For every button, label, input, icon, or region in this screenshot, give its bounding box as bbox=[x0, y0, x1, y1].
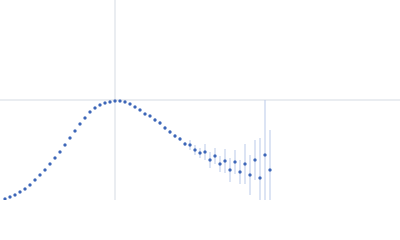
data-point bbox=[243, 162, 247, 166]
data-point bbox=[253, 158, 257, 162]
data-point bbox=[203, 150, 207, 154]
data-point bbox=[198, 151, 202, 155]
data-point bbox=[133, 105, 137, 109]
data-point bbox=[148, 114, 152, 118]
data-point bbox=[263, 153, 267, 157]
data-point bbox=[113, 99, 117, 103]
data-point bbox=[38, 173, 42, 177]
data-point bbox=[43, 168, 47, 172]
data-point bbox=[73, 129, 77, 133]
data-point bbox=[98, 103, 102, 107]
data-point bbox=[208, 158, 212, 162]
data-point bbox=[233, 160, 237, 164]
data-point bbox=[28, 183, 32, 187]
data-point bbox=[58, 150, 62, 154]
data-point bbox=[18, 190, 22, 194]
data-point bbox=[143, 112, 147, 116]
data-point bbox=[83, 116, 87, 120]
data-point bbox=[193, 148, 197, 152]
data-point bbox=[228, 168, 232, 172]
data-point bbox=[63, 143, 67, 147]
data-point bbox=[183, 142, 187, 146]
data-point bbox=[13, 193, 17, 197]
data-point bbox=[223, 159, 227, 163]
data-point bbox=[158, 121, 162, 125]
data-point bbox=[153, 118, 157, 122]
data-point bbox=[123, 100, 127, 104]
data-point bbox=[268, 168, 272, 172]
data-point bbox=[88, 110, 92, 114]
data-point bbox=[118, 99, 122, 103]
data-point bbox=[23, 187, 27, 191]
data-point bbox=[178, 137, 182, 141]
data-point bbox=[103, 101, 107, 105]
data-point bbox=[53, 156, 57, 160]
data-point bbox=[238, 170, 242, 174]
data-point bbox=[163, 126, 167, 130]
data-point bbox=[3, 197, 7, 200]
data-point bbox=[33, 178, 37, 182]
chart bbox=[0, 0, 400, 200]
data-point bbox=[168, 130, 172, 134]
data-point bbox=[108, 100, 112, 104]
data-point bbox=[128, 102, 132, 106]
data-point bbox=[138, 108, 142, 112]
data-point bbox=[8, 195, 12, 199]
data-point bbox=[48, 162, 52, 166]
data-point bbox=[258, 176, 262, 180]
data-point bbox=[248, 173, 252, 177]
data-point bbox=[78, 122, 82, 126]
data-point bbox=[213, 154, 217, 158]
data-point bbox=[173, 134, 177, 138]
data-point bbox=[218, 162, 222, 166]
data-point bbox=[93, 106, 97, 110]
data-point bbox=[68, 136, 72, 140]
data-point bbox=[188, 143, 192, 147]
